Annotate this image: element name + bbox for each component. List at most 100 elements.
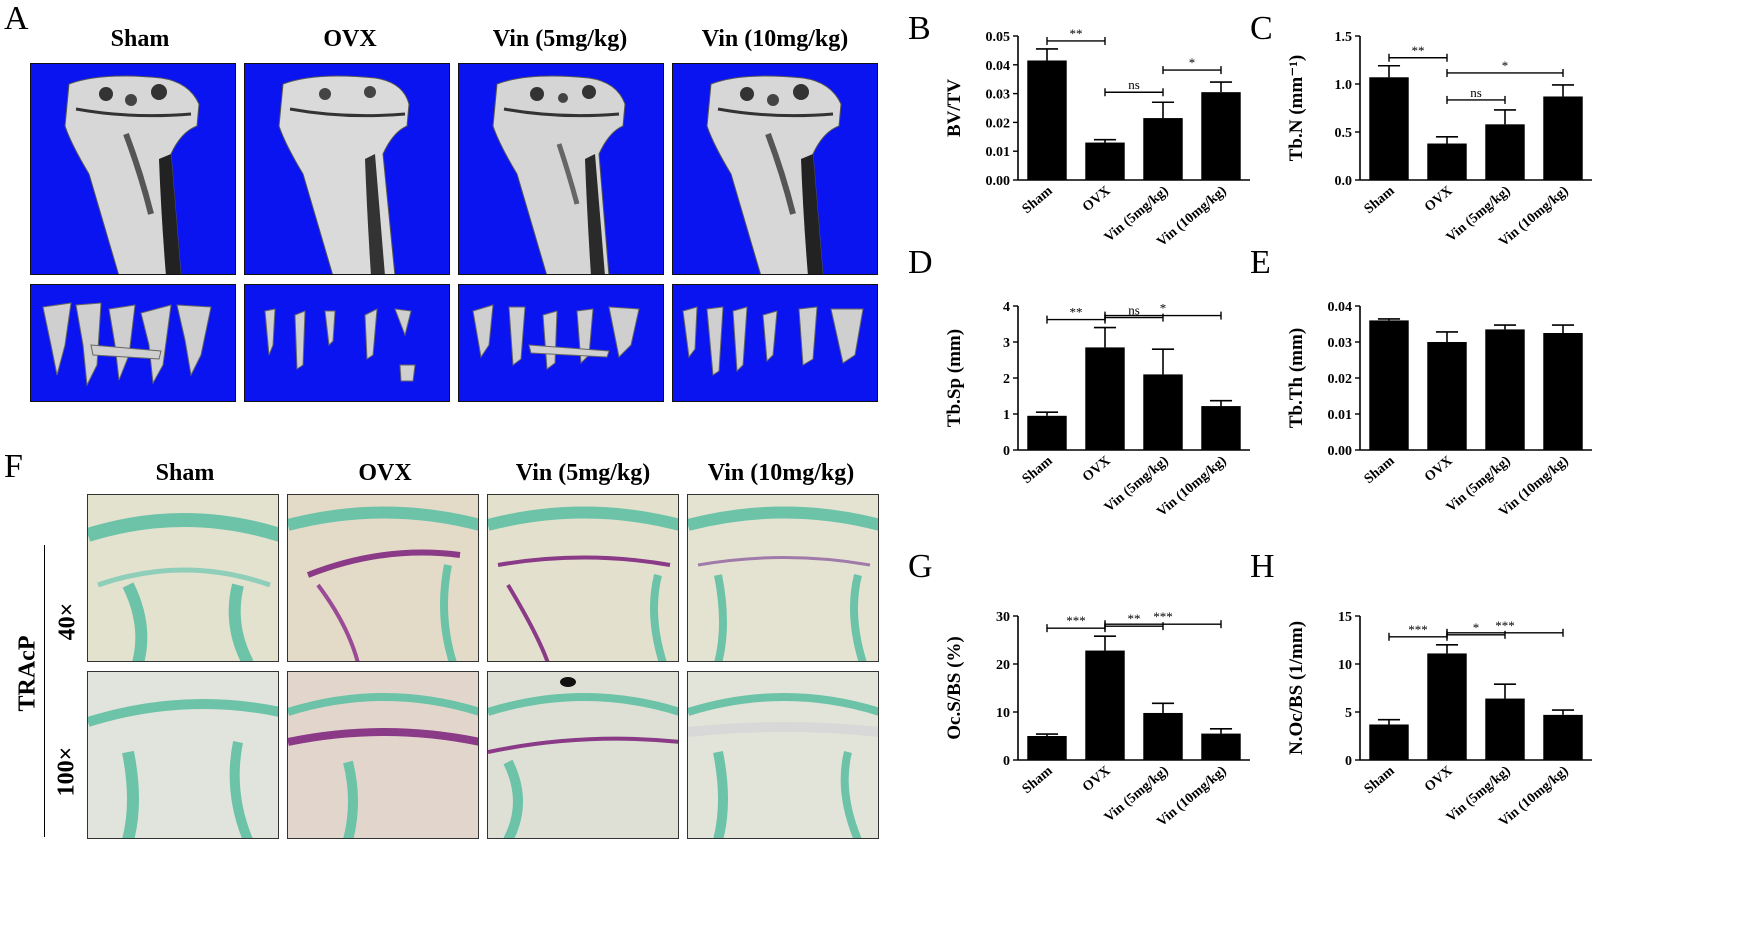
ct-trabecular-vin5 — [458, 284, 664, 402]
bar-3 — [1143, 374, 1183, 450]
histology-40x-sham — [87, 494, 279, 662]
trabecular-reconstruction-image — [682, 306, 864, 376]
panel-letter-f: F — [4, 448, 23, 485]
y-tick-label: 0 — [1003, 444, 1010, 459]
panel-letter-h: H — [1250, 548, 1275, 585]
histo-group-title-vin10: Vin (10mg/kg) — [707, 460, 855, 486]
y-tick-label: 5 — [1345, 706, 1352, 721]
x-tick-label: Sham — [1362, 453, 1398, 487]
ct-group-title-vin5: Vin (5mg/kg) — [492, 26, 628, 52]
bar-4 — [1543, 714, 1583, 760]
bone-reconstruction-image — [706, 75, 842, 274]
histology-image — [88, 699, 278, 838]
x-tick-label: OVX — [1080, 454, 1113, 485]
x-tick-label: OVX — [1422, 184, 1455, 215]
ct-group-title-vin10: Vin (10mg/kg) — [701, 26, 849, 52]
histology-image — [288, 506, 478, 661]
significance-label: * — [1189, 55, 1196, 70]
histo-group-title-vin5: Vin (5mg/kg) — [515, 460, 651, 486]
trabecular-reconstruction-image — [264, 308, 416, 382]
histo-group-title-ovx: OVX — [358, 460, 412, 486]
bar-1 — [1027, 60, 1067, 181]
significance-label: * — [1160, 301, 1167, 316]
y-tick-label: 0.03 — [1328, 336, 1353, 351]
bar-1 — [1369, 320, 1409, 450]
y-tick-label: 2 — [1003, 372, 1010, 387]
x-tick-label: Sham — [1020, 453, 1056, 487]
bar-2 — [1427, 143, 1467, 180]
ct-group-title-ovx: OVX — [323, 26, 377, 52]
y-tick-label: 0.04 — [1328, 300, 1353, 315]
x-tick-label: Sham — [1020, 183, 1056, 217]
histology-image — [288, 693, 478, 838]
y-tick-label: 10 — [1338, 658, 1352, 673]
x-tick-label: OVX — [1422, 454, 1455, 485]
y-tick-label: 1.0 — [1335, 78, 1353, 93]
y-tick-label: 4 — [1003, 300, 1010, 315]
y-axis-label: Tb.Th (mm) — [1286, 328, 1307, 428]
y-tick-label: 0.04 — [986, 59, 1011, 74]
bar-4 — [1201, 733, 1241, 760]
significance-label: ns — [1470, 85, 1482, 100]
y-tick-label: 0.01 — [986, 145, 1011, 160]
bar-2 — [1427, 653, 1467, 760]
panel-letter-c: C — [1250, 10, 1273, 47]
ct-bone-vin10 — [672, 63, 878, 275]
y-tick-label: 30 — [996, 610, 1010, 625]
y-tick-label: 1 — [1003, 408, 1010, 423]
x-tick-label: Sham — [1020, 763, 1056, 797]
bar-3 — [1485, 329, 1525, 450]
ct-trabecular-vin10 — [672, 284, 878, 402]
y-tick-label: 0.02 — [986, 116, 1011, 131]
histology-image — [688, 506, 878, 661]
significance-label: * — [1502, 58, 1509, 73]
bar-1 — [1369, 77, 1409, 180]
bar-3 — [1143, 712, 1183, 760]
histology-image — [688, 693, 878, 838]
y-tick-label: 10 — [996, 706, 1010, 721]
significance-label: ** — [1070, 26, 1083, 41]
y-tick-label: 0.02 — [1328, 372, 1353, 387]
bar-4 — [1201, 92, 1241, 180]
bar-3 — [1143, 118, 1183, 180]
y-axis-label: Tb.Sp (mm) — [944, 329, 965, 427]
y-tick-label: 0.05 — [986, 30, 1011, 45]
ct-trabecular-ovx — [244, 284, 450, 402]
significance-label: *** — [1153, 609, 1173, 624]
bone-reconstruction-image — [278, 75, 410, 274]
significance-label: *** — [1495, 618, 1515, 633]
bar-2 — [1085, 142, 1125, 180]
bar-4 — [1201, 406, 1241, 450]
y-axis-label: Oc.S/BS (%) — [944, 636, 965, 739]
panel-letter-d: D — [908, 244, 933, 281]
panel-letter-a: A — [4, 0, 29, 37]
ct-bone-ovx — [244, 63, 450, 275]
y-tick-label: 0 — [1345, 754, 1352, 769]
y-tick-label: 0.00 — [986, 174, 1011, 189]
y-tick-label: 1.5 — [1335, 30, 1353, 45]
bone-reconstruction-image — [492, 75, 626, 274]
bar-1 — [1027, 415, 1067, 450]
y-tick-label: 0.5 — [1335, 126, 1353, 141]
ct-bone-sham — [30, 63, 236, 275]
bar-1 — [1027, 736, 1067, 760]
trabecular-reconstruction-image — [42, 302, 212, 387]
trabecular-reconstruction-image — [472, 304, 640, 370]
histology-100x-vin5 — [487, 671, 679, 839]
x-tick-label: OVX — [1080, 184, 1113, 215]
panel-letter-b: B — [908, 10, 931, 47]
histology-image — [88, 513, 278, 661]
bar-3 — [1485, 124, 1525, 180]
significance-label: *** — [1408, 622, 1428, 637]
significance-label: ** — [1412, 43, 1425, 58]
bar-3 — [1485, 698, 1525, 760]
histology-100x-ovx — [287, 671, 479, 839]
x-tick-label: OVX — [1080, 764, 1113, 795]
ct-trabecular-sham — [30, 284, 236, 402]
histology-image — [488, 506, 678, 661]
histology-100x-sham — [87, 671, 279, 839]
x-tick-label: OVX — [1422, 764, 1455, 795]
x-tick-label: Sham — [1362, 763, 1398, 797]
